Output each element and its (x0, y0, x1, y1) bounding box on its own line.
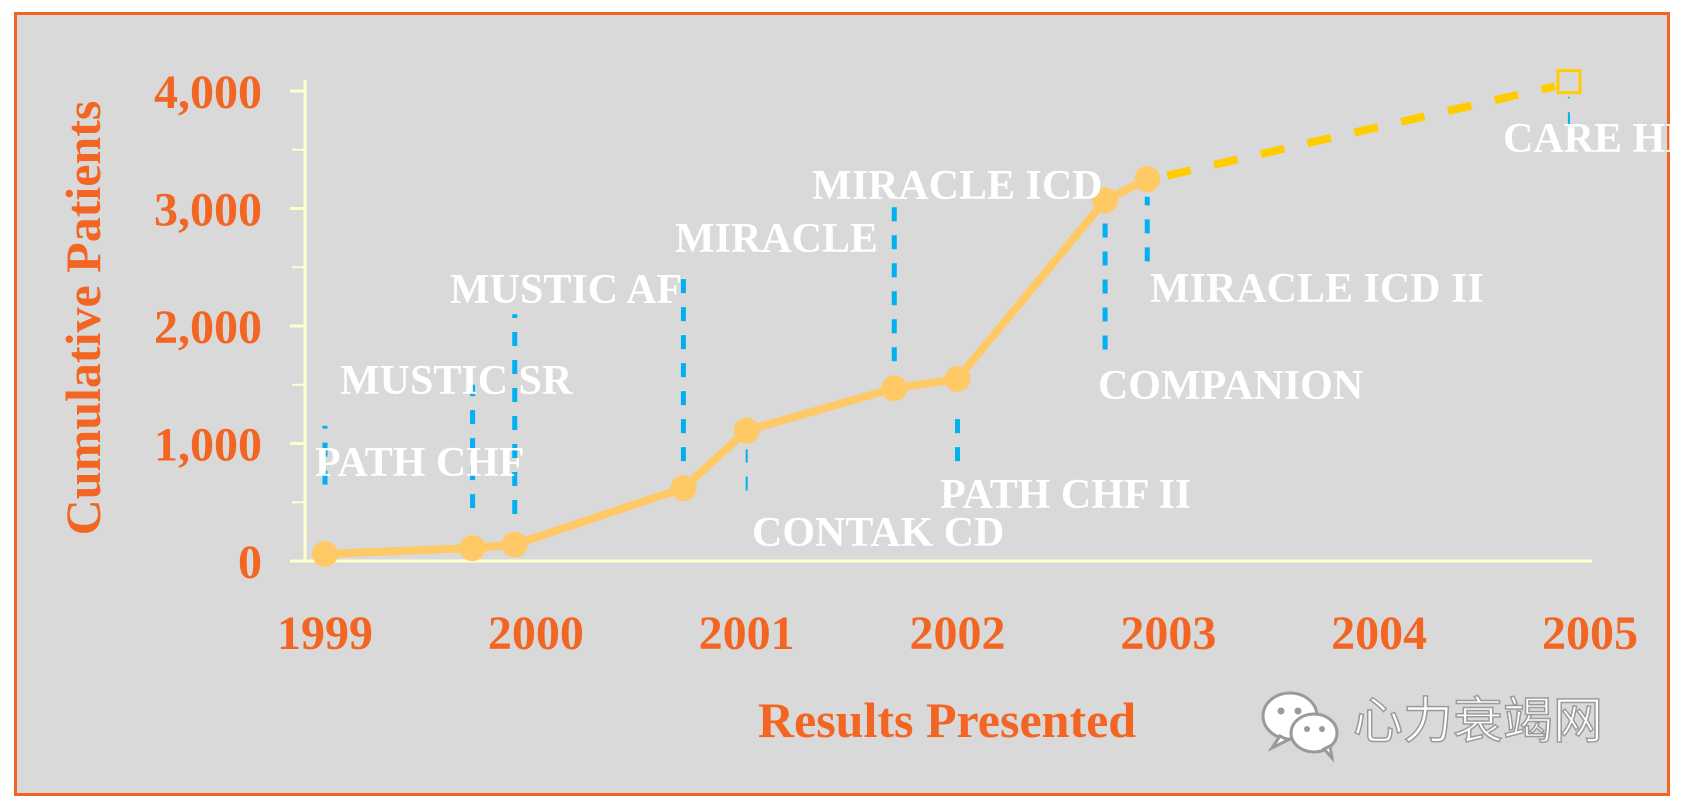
y-tick-label: 0 (238, 536, 262, 589)
data-point (733, 417, 760, 444)
annotation-label: MUSTIC AF (450, 267, 682, 313)
x-tick-label: 2005 (1542, 607, 1638, 660)
x-tick-label: 2003 (1120, 607, 1216, 660)
annotation-label: CONTAK CD (752, 510, 1004, 556)
y-tick-label: 2,000 (154, 301, 262, 354)
x-axis-label: Results Presented (758, 692, 1136, 748)
projection-marker (1556, 69, 1582, 95)
annotation-label: CARE HF (1503, 116, 1687, 162)
y-tick-label: 3,000 (154, 184, 262, 237)
x-tick-label: 2000 (488, 607, 584, 660)
data-point (459, 535, 486, 562)
y-axis-label: Cumulative Patients (55, 101, 111, 536)
watermark-text: 心力衰竭网 (1353, 692, 1603, 750)
data-point (1134, 166, 1161, 193)
annotation-label: MIRACLE ICD II (1150, 266, 1484, 312)
y-tick-label: 1,000 (154, 419, 262, 472)
data-point (1092, 187, 1119, 214)
wechat-icon (1261, 691, 1339, 763)
x-tick-label: 2004 (1331, 607, 1427, 660)
annotation-label: MIRACLE (675, 216, 878, 262)
annotation-label: PATH CHF (315, 440, 525, 486)
projection-line (1166, 82, 1556, 180)
data-point (881, 375, 908, 402)
annotation-label: PATH CHF II (940, 472, 1191, 518)
data-point (944, 365, 971, 392)
data-point (501, 531, 528, 558)
annotation-label: COMPANION (1098, 363, 1363, 409)
x-tick-label: 1999 (277, 607, 373, 660)
x-tick-label: 2002 (910, 607, 1006, 660)
data-point (670, 475, 697, 502)
x-tick-label: 2001 (699, 607, 795, 660)
watermark: 心力衰竭网 (1261, 691, 1604, 763)
annotation-label: MUSTIC SR (340, 358, 573, 404)
y-tick-label: 4,000 (154, 66, 262, 119)
data-point (312, 540, 338, 567)
annotation-label: MIRACLE ICD (812, 163, 1103, 209)
